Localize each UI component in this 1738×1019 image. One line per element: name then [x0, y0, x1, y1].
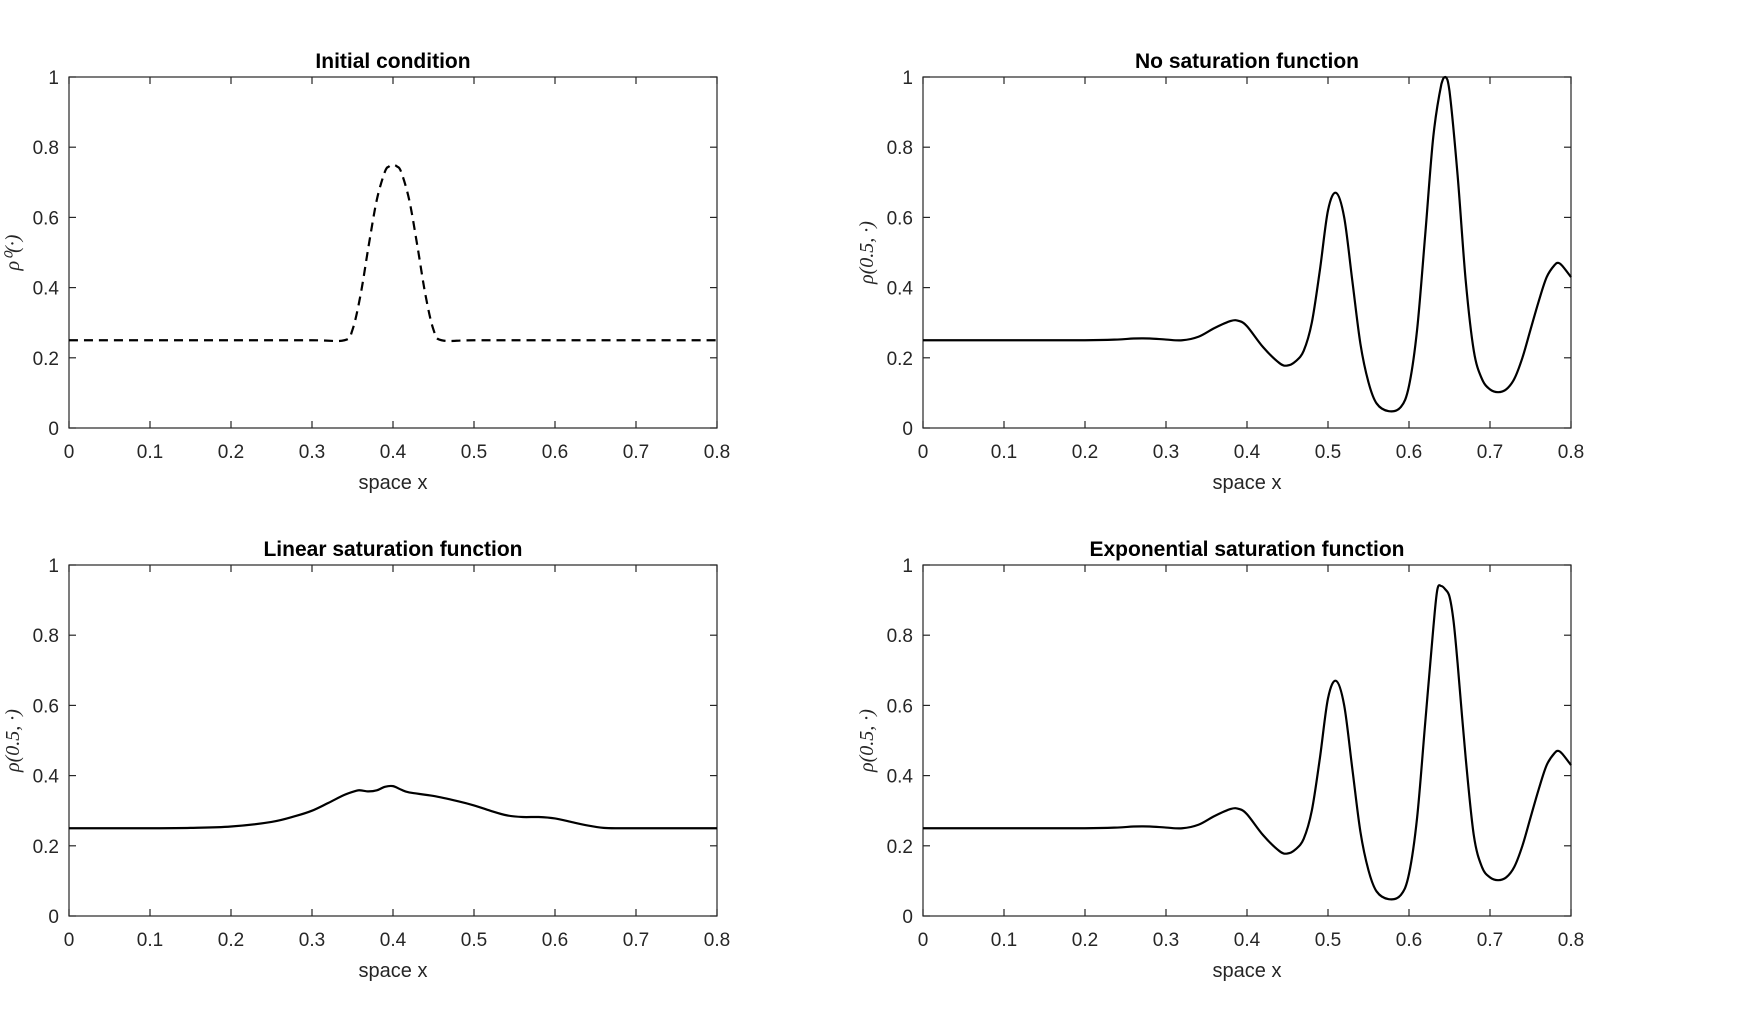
y-tick-label: 1	[48, 556, 59, 577]
x-tick-label: 0.3	[299, 442, 325, 463]
x-tick-label: 0.5	[461, 442, 487, 463]
x-tick-label: 0.5	[1315, 442, 1341, 463]
x-tick-label: 0.2	[1072, 442, 1098, 463]
chart-panel-3: 0 0.1 0.2 0.3 0.4 0.5 0.6 0.7 0.8 0 0.2 0.4 0.6 0.8 1 L…	[2, 538, 730, 982]
x-tick-label: 0.7	[1477, 930, 1503, 951]
x-tick-label: 0	[64, 930, 75, 951]
x-axis-label: space x	[1213, 472, 1282, 494]
y-tick-label: 1	[902, 68, 913, 89]
y-tick-label: 1	[48, 68, 59, 89]
x-tick-label: 0.4	[1234, 930, 1261, 951]
x-tick-label: 0.4	[1234, 442, 1261, 463]
y-tick-label: 0.6	[887, 696, 913, 717]
axes-box	[922, 76, 1572, 429]
x-tick-label: 0.1	[991, 930, 1017, 951]
chart-title: No saturation function	[1135, 50, 1359, 73]
y-tick-label: 0.4	[887, 767, 914, 788]
x-axis-label: space x	[359, 960, 428, 982]
y-axis-label: ρ⁰(·)	[2, 234, 24, 271]
chart-panel-1: 0 0.1 0.2 0.3 0.4 0.5 0.6 0.7 0.8 0 0.2 0.4 0.6 0.8 1 I…	[2, 50, 730, 494]
y-tick-label: 0.6	[33, 696, 59, 717]
series-line-1	[922, 584, 1572, 901]
x-tick-label: 0.6	[1396, 442, 1422, 463]
y-tick-label: 1	[902, 556, 913, 577]
x-tick-label: 0.5	[461, 930, 487, 951]
x-tick-label: 0.5	[1315, 930, 1341, 951]
x-tick-label: 0.8	[704, 442, 730, 463]
axes-box	[922, 564, 1572, 917]
series-line-1	[68, 784, 717, 830]
x-tick-label: 0.7	[623, 930, 649, 951]
x-tick-label: 0.2	[1072, 930, 1098, 951]
x-axis-label: space x	[359, 472, 428, 494]
chart-title: Linear saturation function	[263, 538, 522, 561]
y-tick-label: 0.8	[33, 626, 59, 647]
y-tick-label: 0.6	[33, 208, 59, 229]
x-tick-label: 0.3	[1153, 930, 1179, 951]
y-tick-label: 0.2	[887, 349, 913, 370]
x-tick-label: 0	[918, 442, 929, 463]
x-tick-label: 0.8	[704, 930, 730, 951]
series-line-1	[923, 75, 1572, 413]
x-tick-label: 0.8	[1558, 442, 1584, 463]
x-tick-label: 0.8	[1558, 930, 1584, 951]
x-tick-label: 0.1	[137, 930, 163, 951]
y-axis-label: ρ(0.5, ·)	[856, 221, 878, 285]
y-tick-label: 0.4	[33, 279, 60, 300]
y-tick-label: 0.4	[887, 279, 914, 300]
y-tick-label: 0.2	[887, 837, 913, 858]
x-tick-label: 0	[64, 442, 75, 463]
x-tick-label: 0.1	[991, 442, 1017, 463]
x-tick-label: 0.7	[623, 442, 649, 463]
y-axis-label: ρ(0.5, ·)	[2, 709, 24, 773]
y-tick-label: 0	[48, 419, 59, 440]
y-tick-label: 0.2	[33, 349, 59, 370]
axes-box	[68, 564, 718, 917]
x-tick-label: 0	[918, 930, 929, 951]
x-tick-label: 0.6	[1396, 930, 1422, 951]
chart-title: Initial condition	[315, 50, 470, 73]
y-tick-label: 0.8	[887, 626, 913, 647]
y-tick-label: 0.2	[33, 837, 59, 858]
y-tick-label: 0.8	[887, 138, 913, 159]
x-tick-label: 0.3	[1153, 442, 1179, 463]
x-tick-label: 0.2	[218, 930, 244, 951]
y-tick-label: 0	[902, 419, 913, 440]
x-axis-label: space x	[1213, 960, 1282, 982]
x-tick-label: 0.4	[380, 442, 407, 463]
x-tick-label: 0.1	[137, 442, 163, 463]
x-tick-label: 0.6	[542, 930, 568, 951]
x-tick-label: 0.4	[380, 930, 407, 951]
x-tick-label: 0.6	[542, 442, 568, 463]
x-tick-label: 0.2	[218, 442, 244, 463]
y-tick-label: 0.4	[33, 767, 60, 788]
axes-box	[68, 76, 718, 429]
x-tick-label: 0.7	[1477, 442, 1503, 463]
chart-panel-4: 0 0.1 0.2 0.3 0.4 0.5 0.6 0.7 0.8 0 0.2 0.4 0.6 0.8 1 E…	[856, 538, 1584, 982]
y-tick-label: 0.8	[33, 138, 59, 159]
y-tick-label: 0	[902, 907, 913, 928]
x-tick-label: 0.3	[299, 930, 325, 951]
chart-title: Exponential saturation function	[1089, 538, 1404, 561]
y-tick-label: 0.6	[887, 208, 913, 229]
series-line-1	[69, 163, 717, 343]
chart-panel-2: 0 0.1 0.2 0.3 0.4 0.5 0.6 0.7 0.8 0 0.2 0.4 0.6 0.8 1 N…	[856, 50, 1584, 494]
y-tick-label: 0	[48, 907, 59, 928]
y-axis-label: ρ(0.5, ·)	[856, 709, 878, 773]
